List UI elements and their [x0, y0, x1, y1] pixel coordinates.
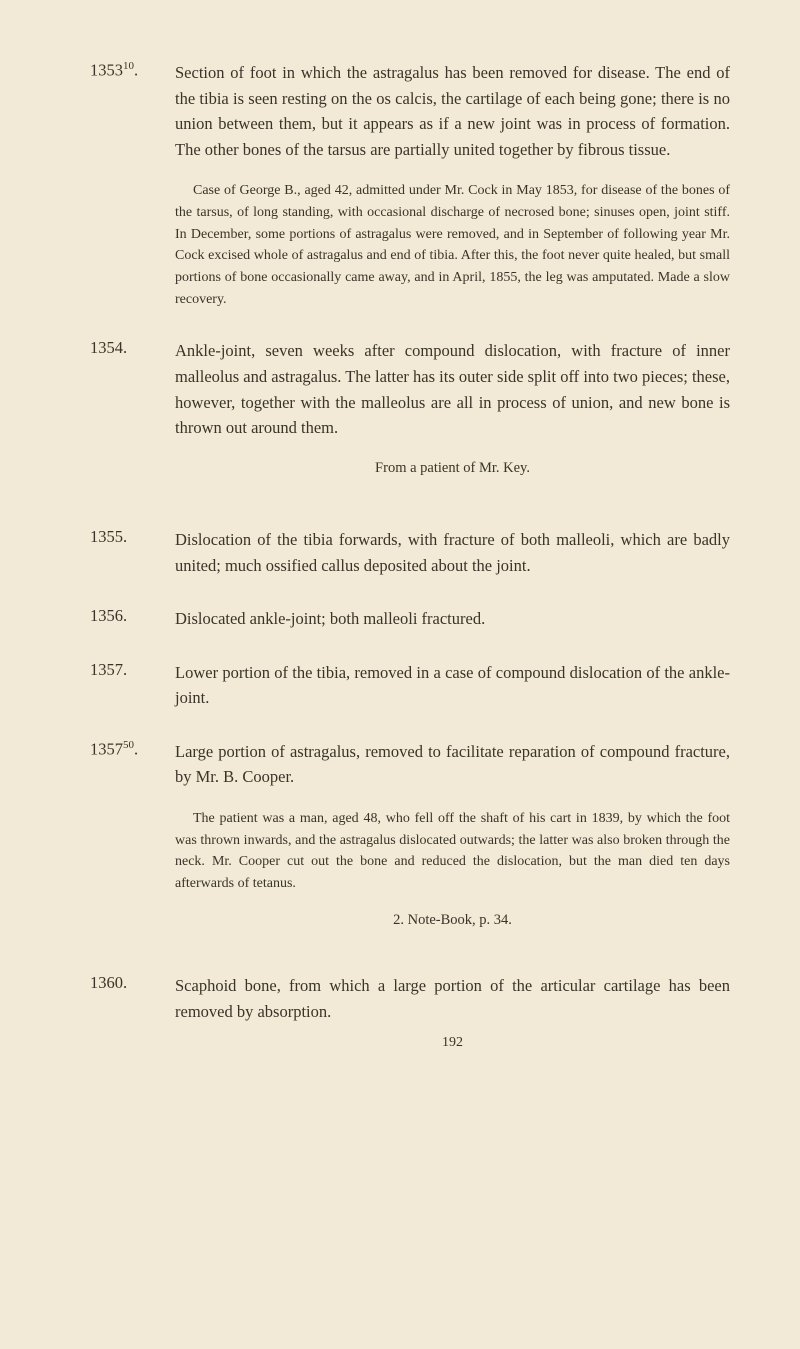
number-text: 1357	[90, 739, 123, 758]
entry-content: Ankle-joint, seven weeks after compound …	[175, 338, 730, 499]
entry-1355: 1355. Dislocation of the tibia forwards,…	[90, 527, 730, 578]
entry-text: Large portion of astragalus, removed to …	[175, 742, 730, 787]
case-note: Case of George B., aged 42, admitted und…	[175, 180, 730, 310]
number-superscript: 10	[123, 60, 134, 72]
entry-1357-50: 135750. Large portion of astragalus, rem…	[90, 739, 730, 945]
entry-content: Large portion of astragalus, removed to …	[175, 739, 730, 945]
entry-text: Scaphoid bone, from which a large portio…	[175, 976, 730, 1021]
entry-content: Lower portion of the tibia, removed in a…	[175, 660, 730, 711]
entry-number: 1357.	[90, 660, 175, 711]
number-text: 1353	[90, 61, 123, 80]
entry-content: Scaphoid bone, from which a large portio…	[175, 973, 730, 1054]
entry-text: Section of foot in which the astragalus …	[175, 63, 730, 159]
entry-number: 1355.	[90, 527, 175, 578]
case-note: The patient was a man, aged 48, who fell…	[175, 808, 730, 895]
entry-1360: 1360. Scaphoid bone, from which a large …	[90, 973, 730, 1054]
entry-text: Ankle-joint, seven weeks after compound …	[175, 341, 730, 437]
entry-1353-10: 135310. Section of foot in which the ast…	[90, 60, 730, 310]
entry-1356: 1356. Dislocated ankle-joint; both malle…	[90, 606, 730, 632]
entry-number: 1354.	[90, 338, 175, 499]
entry-number: 1356.	[90, 606, 175, 632]
entry-1357: 1357. Lower portion of the tibia, remove…	[90, 660, 730, 711]
number-superscript: 50	[123, 739, 134, 751]
entry-number: 135310.	[90, 60, 175, 310]
attribution: From a patient of Mr. Key.	[175, 457, 730, 479]
entry-number: 1360.	[90, 973, 175, 1054]
entry-content: Section of foot in which the astragalus …	[175, 60, 730, 310]
entry-1354: 1354. Ankle-joint, seven weeks after com…	[90, 338, 730, 499]
sub-note: 2. Note-Book, p. 34.	[175, 909, 730, 931]
entry-number: 135750.	[90, 739, 175, 945]
page-number: 192	[175, 1032, 730, 1054]
entry-content: Dislocated ankle-joint; both malleoli fr…	[175, 606, 730, 632]
entry-content: Dislocation of the tibia forwards, with …	[175, 527, 730, 578]
